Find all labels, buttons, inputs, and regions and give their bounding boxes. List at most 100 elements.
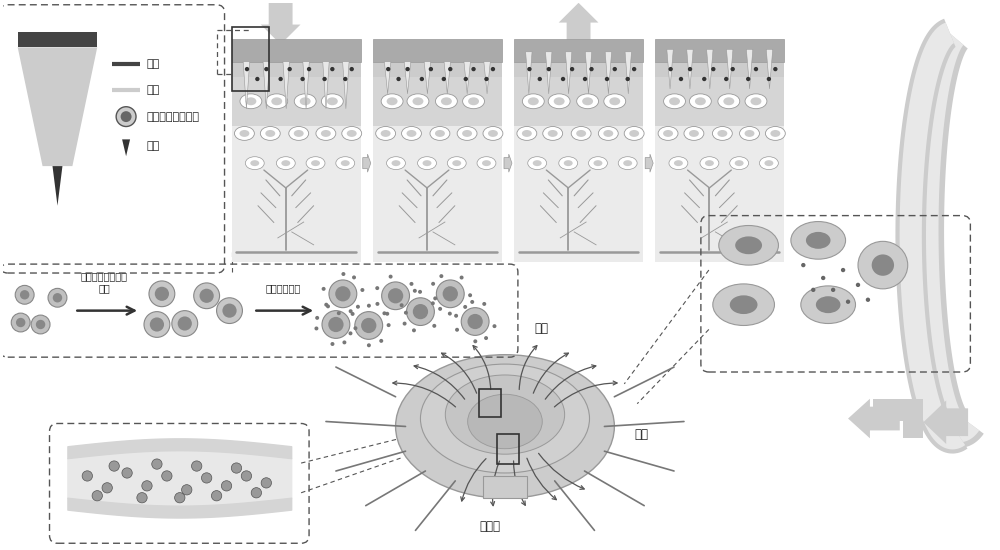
Circle shape <box>329 280 357 307</box>
Circle shape <box>264 67 269 72</box>
Circle shape <box>420 77 424 81</box>
Circle shape <box>463 305 467 310</box>
Circle shape <box>178 316 192 331</box>
Circle shape <box>200 289 214 303</box>
Circle shape <box>152 459 162 469</box>
Ellipse shape <box>629 130 639 137</box>
Circle shape <box>407 298 434 326</box>
Circle shape <box>436 280 464 307</box>
Circle shape <box>527 67 532 72</box>
Ellipse shape <box>342 126 362 140</box>
Circle shape <box>92 491 102 501</box>
Circle shape <box>386 327 390 331</box>
Circle shape <box>380 339 383 343</box>
Bar <box>655 40 784 62</box>
Polygon shape <box>545 52 552 94</box>
Ellipse shape <box>582 97 593 105</box>
Circle shape <box>343 77 347 81</box>
Ellipse shape <box>713 284 774 326</box>
Circle shape <box>222 304 237 318</box>
Circle shape <box>702 77 706 81</box>
Ellipse shape <box>664 94 685 109</box>
Circle shape <box>493 320 497 324</box>
Polygon shape <box>484 62 490 94</box>
Circle shape <box>811 288 815 292</box>
Ellipse shape <box>321 130 331 137</box>
Circle shape <box>332 303 336 307</box>
Ellipse shape <box>265 130 275 137</box>
Circle shape <box>464 77 468 81</box>
Ellipse shape <box>412 97 423 105</box>
Circle shape <box>484 77 489 81</box>
Circle shape <box>102 483 112 493</box>
Text: 磁性金属有机骨架
生长: 磁性金属有机骨架 生长 <box>81 271 128 293</box>
Ellipse shape <box>289 126 309 140</box>
Bar <box>232 27 269 91</box>
Circle shape <box>455 327 459 331</box>
Circle shape <box>461 307 489 336</box>
Circle shape <box>465 301 469 306</box>
Ellipse shape <box>589 157 607 169</box>
Circle shape <box>122 468 132 478</box>
Ellipse shape <box>712 126 732 140</box>
Circle shape <box>382 282 410 310</box>
Circle shape <box>149 281 175 307</box>
Circle shape <box>175 493 185 503</box>
Circle shape <box>402 320 406 324</box>
Ellipse shape <box>618 157 637 169</box>
Ellipse shape <box>239 130 249 137</box>
Polygon shape <box>873 399 923 438</box>
Polygon shape <box>122 139 130 156</box>
Circle shape <box>388 288 403 304</box>
Circle shape <box>348 330 352 334</box>
Ellipse shape <box>872 255 894 276</box>
Ellipse shape <box>407 94 429 109</box>
Ellipse shape <box>593 160 602 166</box>
Ellipse shape <box>791 222 846 259</box>
Circle shape <box>746 77 750 81</box>
Ellipse shape <box>294 94 316 109</box>
Polygon shape <box>605 52 612 94</box>
Bar <box>497 434 519 464</box>
Ellipse shape <box>718 94 740 109</box>
Ellipse shape <box>751 97 761 105</box>
Ellipse shape <box>705 160 714 166</box>
Ellipse shape <box>457 126 477 140</box>
Polygon shape <box>687 50 693 89</box>
Circle shape <box>613 67 617 72</box>
Bar <box>373 76 502 126</box>
Ellipse shape <box>609 97 620 105</box>
Ellipse shape <box>674 160 683 166</box>
Circle shape <box>724 77 728 81</box>
Ellipse shape <box>381 130 391 137</box>
Ellipse shape <box>423 160 431 166</box>
Ellipse shape <box>719 226 778 265</box>
Circle shape <box>391 274 395 278</box>
Circle shape <box>412 328 416 332</box>
Circle shape <box>841 268 845 272</box>
Circle shape <box>448 67 452 72</box>
Circle shape <box>221 481 232 491</box>
Circle shape <box>343 340 347 344</box>
Polygon shape <box>323 62 329 109</box>
Circle shape <box>355 306 358 310</box>
Circle shape <box>116 107 136 126</box>
Ellipse shape <box>300 97 311 105</box>
Ellipse shape <box>402 126 421 140</box>
Circle shape <box>583 77 587 81</box>
Circle shape <box>679 77 683 81</box>
Ellipse shape <box>281 160 290 166</box>
Circle shape <box>754 67 758 72</box>
Ellipse shape <box>695 97 706 105</box>
Circle shape <box>462 278 466 282</box>
Circle shape <box>433 305 437 309</box>
Ellipse shape <box>387 97 398 105</box>
Polygon shape <box>707 50 713 89</box>
Circle shape <box>454 316 458 320</box>
Circle shape <box>668 67 673 72</box>
Ellipse shape <box>528 97 539 105</box>
Polygon shape <box>384 62 391 94</box>
Ellipse shape <box>658 126 678 140</box>
Circle shape <box>350 67 354 72</box>
Ellipse shape <box>468 394 542 449</box>
